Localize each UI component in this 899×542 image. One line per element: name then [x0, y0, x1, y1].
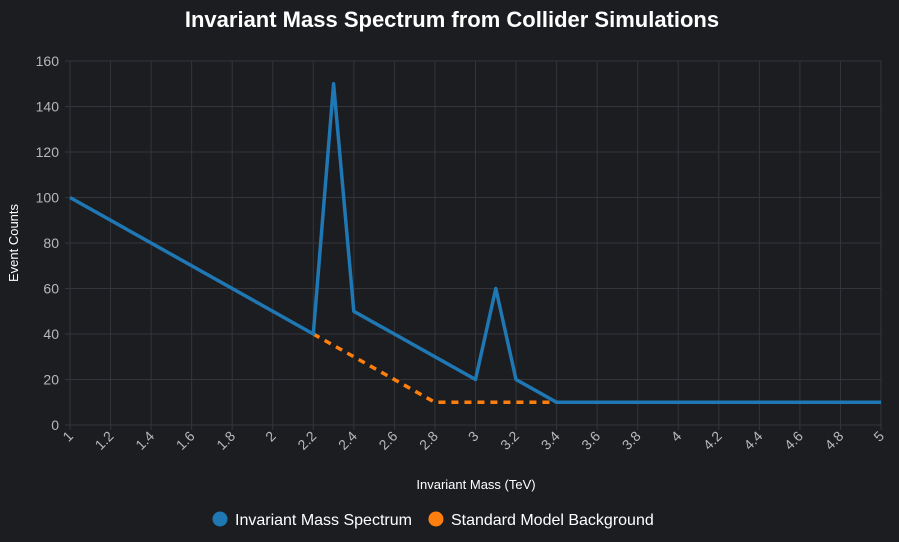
x-tick-label: 1 — [59, 428, 76, 445]
x-tick-label: 5 — [870, 428, 887, 445]
y-tick-label: 80 — [43, 235, 59, 251]
x-tick-label: 3.6 — [578, 428, 603, 453]
x-tick-label: 3.8 — [619, 428, 644, 453]
legend-marker — [212, 511, 228, 527]
y-tick-label: 60 — [43, 281, 59, 297]
y-tick-label: 0 — [51, 417, 59, 433]
y-tick-label: 40 — [43, 326, 59, 342]
x-tick-label: 4.8 — [821, 428, 846, 453]
series-line-0 — [69, 82, 881, 405]
chart-title: Invariant Mass Spectrum from Collider Si… — [185, 7, 719, 32]
x-tick-label: 3.2 — [497, 428, 522, 453]
x-tick-label: 4.6 — [781, 428, 806, 453]
y-tick-label: 100 — [36, 190, 60, 206]
x-tick-label: 3.4 — [538, 428, 563, 453]
legend-label[interactable]: Invariant Mass Spectrum — [235, 512, 412, 529]
x-tick-label: 2 — [262, 428, 279, 445]
x-tick-label: 4 — [668, 428, 685, 445]
x-tick-label: 1.2 — [92, 428, 117, 453]
x-tick-label: 2.4 — [335, 428, 360, 453]
y-tick-label: 120 — [36, 144, 60, 160]
x-tick-label: 2.8 — [416, 428, 441, 453]
y-tick-label: 140 — [36, 99, 60, 115]
y-tick-label: 160 — [36, 53, 60, 69]
x-axis-label: Invariant Mass (TeV) — [416, 477, 535, 492]
x-tick-label: 1.6 — [173, 428, 198, 453]
legend: Invariant Mass Spectrum Standard Model Ba… — [212, 511, 654, 529]
x-tick-label: 2.2 — [294, 428, 319, 453]
x-tick-label: 1.8 — [213, 428, 238, 453]
x-tick-label: 3 — [465, 428, 482, 445]
x-tick-label: 4.2 — [700, 428, 725, 453]
grid — [65, 60, 882, 430]
legend-label[interactable]: Standard Model Background — [451, 512, 654, 529]
y-tick-label: 20 — [43, 372, 59, 388]
x-tick-label: 2.6 — [375, 428, 400, 453]
y-axis-label: Event Counts — [6, 203, 21, 282]
y-axis-ticks: 0 20 40 60 80 100 120 140 160 — [36, 53, 60, 433]
x-axis-ticks: 1 1.2 1.4 1.6 1.8 2 2.2 2.4 2.6 2.8 3 3.2 3.4 3.6 3.8 4… — [59, 428, 887, 453]
x-tick-label: 4.4 — [740, 428, 765, 453]
series-layer — [69, 82, 881, 405]
x-tick-label: 1.4 — [132, 428, 157, 453]
legend-marker — [428, 511, 444, 527]
